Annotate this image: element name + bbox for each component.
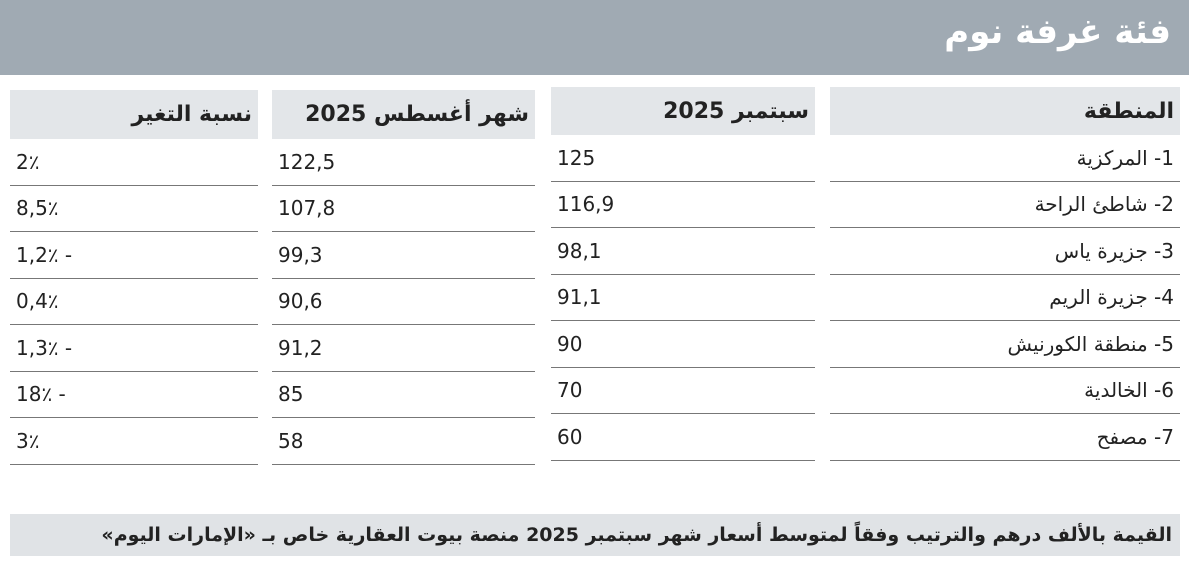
table-cell: - 18٪ [10, 372, 258, 418]
table-cell: 125 [551, 135, 815, 182]
table-cell: 60 [551, 414, 815, 461]
column-header: سبتمبر 2025 [551, 87, 815, 135]
table-cell: 4- جزيرة الريم [830, 275, 1180, 321]
footer-note: القيمة بالألف درهم والترتيب وفقاً لمتوسط… [10, 514, 1180, 556]
table-cell: 90,6 [272, 279, 535, 325]
title: فئة غرفة نوم [944, 12, 1171, 52]
table-cell: - 1,2٪ [10, 232, 258, 279]
table-cell: 91,1 [551, 275, 815, 321]
table-cell: 5- منطقة الكورنيش [830, 321, 1180, 368]
table-cell: 3٪ [10, 418, 258, 465]
table-cell: 8,5٪ [10, 186, 258, 232]
column-header: شهر أغسطس 2025 [272, 90, 535, 139]
table-cell: 90 [551, 321, 815, 368]
table-cell: 0,4٪ [10, 279, 258, 325]
table-cell: 122,5 [272, 139, 535, 186]
table-cell: 70 [551, 368, 815, 414]
table-cell: 2- شاطئ الراحة [830, 182, 1180, 228]
table-cell: 1- المركزية [830, 135, 1180, 182]
table-cell: 58 [272, 418, 535, 465]
table-cell: 98,1 [551, 228, 815, 275]
table-cell: 3- جزيرة ياس [830, 228, 1180, 275]
table-cell: 107,8 [272, 186, 535, 232]
table-cell: 2٪ [10, 139, 258, 186]
table-cell: 6- الخالدية [830, 368, 1180, 414]
table-cell: 85 [272, 372, 535, 418]
column-header: نسبة التغير [10, 90, 258, 139]
table-cell: 7- مصفح [830, 414, 1180, 461]
table-cell: 99,3 [272, 232, 535, 279]
table-cell: 91,2 [272, 325, 535, 372]
header-band: فئة غرفة نوم [0, 0, 1189, 75]
column-header: المنطقة [830, 87, 1180, 135]
table-cell: 116,9 [551, 182, 815, 228]
table-cell: - 1,3٪ [10, 325, 258, 372]
